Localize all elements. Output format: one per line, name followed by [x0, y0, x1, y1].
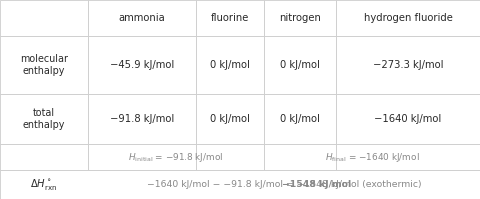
- Bar: [88, 36, 196, 94]
- Text: nitrogen: nitrogen: [279, 13, 321, 23]
- Text: $H_\mathrm{final}$ = −1640 kJ/mol: $H_\mathrm{final}$ = −1640 kJ/mol: [324, 150, 420, 164]
- Text: 0 kJ/mol: 0 kJ/mol: [280, 60, 320, 70]
- Text: 0 kJ/mol: 0 kJ/mol: [280, 114, 320, 124]
- Text: fluorine: fluorine: [211, 13, 249, 23]
- Bar: [0, 144, 88, 170]
- Bar: [264, 36, 336, 94]
- Bar: [88, 144, 196, 170]
- Text: −45.9 kJ/mol: −45.9 kJ/mol: [110, 60, 174, 70]
- Bar: [264, 0, 336, 36]
- Text: $H_\mathrm{initial}$ = −91.8 kJ/mol: $H_\mathrm{initial}$ = −91.8 kJ/mol: [128, 150, 224, 164]
- Text: hydrogen fluoride: hydrogen fluoride: [363, 13, 453, 23]
- Bar: [336, 0, 480, 36]
- Bar: [264, 94, 336, 144]
- Bar: [0, 170, 480, 199]
- Text: $\Delta H^\circ_\mathrm{rxn}$: $\Delta H^\circ_\mathrm{rxn}$: [30, 177, 58, 192]
- Bar: [196, 144, 264, 170]
- Text: total
enthalpy: total enthalpy: [23, 108, 65, 130]
- Bar: [336, 94, 480, 144]
- Text: 0 kJ/mol: 0 kJ/mol: [210, 60, 250, 70]
- Text: −1548 kJ/mol: −1548 kJ/mol: [282, 180, 351, 189]
- Text: molecular
enthalpy: molecular enthalpy: [20, 54, 68, 76]
- Bar: [0, 0, 88, 36]
- Bar: [196, 94, 264, 144]
- Text: 0 kJ/mol: 0 kJ/mol: [210, 114, 250, 124]
- Text: −273.3 kJ/mol: −273.3 kJ/mol: [373, 60, 443, 70]
- Text: −91.8 kJ/mol: −91.8 kJ/mol: [110, 114, 174, 124]
- Bar: [336, 36, 480, 94]
- Bar: [0, 36, 88, 94]
- Bar: [88, 94, 196, 144]
- Bar: [336, 144, 480, 170]
- Bar: [196, 0, 264, 36]
- Text: −1640 kJ/mol: −1640 kJ/mol: [374, 114, 442, 124]
- Text: −1640 kJ/mol − −91.8 kJ/mol = −1548 kJ/mol (exothermic): −1640 kJ/mol − −91.8 kJ/mol = −1548 kJ/m…: [147, 180, 421, 189]
- Text: ammonia: ammonia: [119, 13, 166, 23]
- Bar: [196, 36, 264, 94]
- Bar: [88, 0, 196, 36]
- Bar: [264, 144, 336, 170]
- Bar: [0, 94, 88, 144]
